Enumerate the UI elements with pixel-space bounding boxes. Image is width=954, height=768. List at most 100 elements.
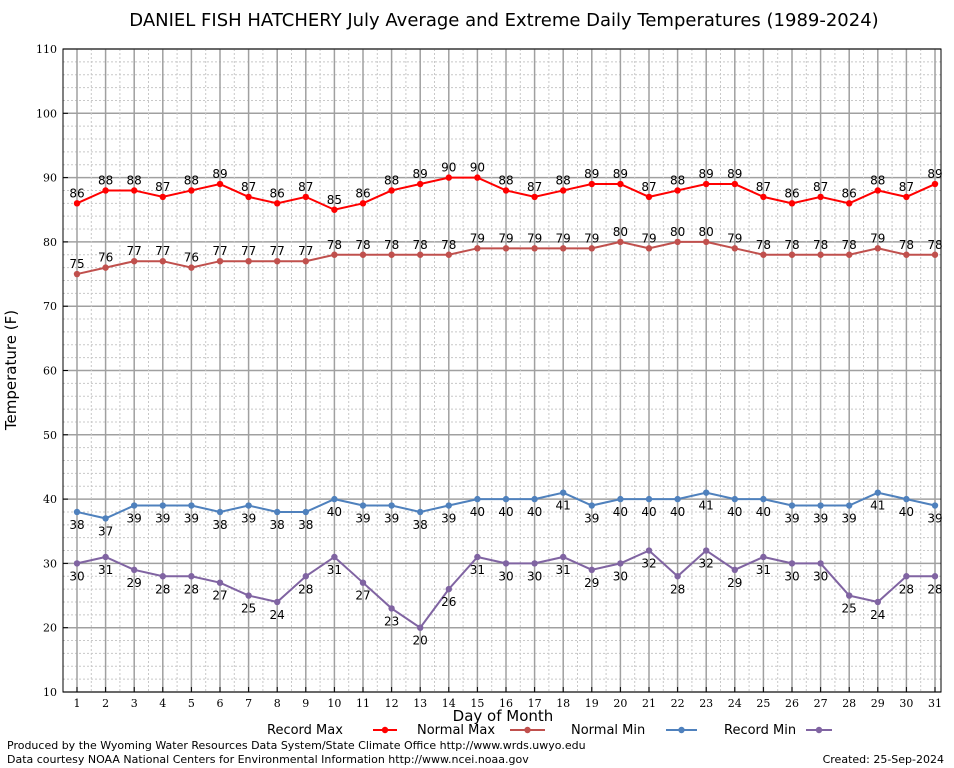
data-label: 40 xyxy=(727,505,742,519)
data-label: 23 xyxy=(384,614,399,628)
data-label: 90 xyxy=(470,161,485,175)
x-tick-label: 27 xyxy=(814,697,828,710)
data-point xyxy=(846,251,853,258)
data-label: 78 xyxy=(756,238,771,252)
data-label: 39 xyxy=(155,512,170,526)
data-label: 38 xyxy=(298,518,313,532)
data-point xyxy=(359,579,367,586)
y-tick-label: 30 xyxy=(43,557,57,570)
x-tick-label: 24 xyxy=(728,697,742,710)
data-point xyxy=(417,251,424,258)
data-point xyxy=(588,566,595,574)
data-point xyxy=(817,193,824,201)
data-point xyxy=(359,251,367,258)
data-label: 86 xyxy=(69,186,84,200)
x-tick-label: 7 xyxy=(245,697,252,710)
data-point xyxy=(131,257,138,265)
data-point xyxy=(502,560,510,567)
data-point xyxy=(903,251,910,258)
data-label: 24 xyxy=(870,608,885,622)
data-label: 77 xyxy=(212,244,227,258)
data-label: 89 xyxy=(699,167,714,181)
legend-item-record-min: Record Min xyxy=(724,723,832,738)
data-label: 80 xyxy=(613,225,628,239)
legend-item-normal-min: Normal Min xyxy=(571,723,697,738)
footer-created-date: Created: 25-Sep-2024 xyxy=(823,753,944,766)
data-point xyxy=(474,553,481,561)
data-label: 78 xyxy=(413,238,428,252)
data-label: 32 xyxy=(641,557,656,571)
data-point xyxy=(502,495,510,503)
data-point xyxy=(159,502,166,509)
x-tick-label: 1 xyxy=(74,697,81,710)
y-tick-label: 60 xyxy=(43,365,57,378)
data-label: 75 xyxy=(69,257,84,271)
data-point xyxy=(674,495,681,503)
x-tick-label: 26 xyxy=(785,697,799,710)
series: 86 88 88 87 88 89 87 86 87 85 86 88 89 90 90 88 87 88 89 89… xyxy=(69,161,942,648)
data-label: 29 xyxy=(584,576,599,590)
data-label: 28 xyxy=(184,582,199,596)
data-point xyxy=(788,560,796,567)
legend-item-record-max: Record Max xyxy=(267,723,397,738)
data-point xyxy=(560,187,567,194)
data-point xyxy=(474,495,481,503)
data-point xyxy=(302,573,309,580)
series-normal-min: 38 37 39 39 39 38 39 38 38 40 39 39 38 39 40 40 40 41 39 40… xyxy=(69,489,943,538)
data-point xyxy=(874,245,881,252)
data-label: 77 xyxy=(155,244,170,258)
data-point xyxy=(617,238,624,246)
data-point xyxy=(645,245,653,252)
x-tick-label: 11 xyxy=(356,697,370,710)
data-label: 78 xyxy=(784,238,799,252)
data-label: 40 xyxy=(327,505,342,519)
data-point xyxy=(131,187,138,194)
data-label: 38 xyxy=(69,518,84,532)
legend-swatch-marker xyxy=(678,726,685,734)
data-point xyxy=(874,489,881,496)
data-label: 77 xyxy=(298,244,313,258)
data-point xyxy=(617,180,624,188)
data-label: 88 xyxy=(384,173,399,187)
data-point xyxy=(245,257,252,265)
data-label: 25 xyxy=(241,602,256,616)
data-label: 39 xyxy=(384,512,399,526)
data-label: 85 xyxy=(327,193,342,207)
x-tick-label: 23 xyxy=(699,697,713,710)
data-label: 40 xyxy=(498,505,513,519)
data-point xyxy=(188,187,195,194)
data-point xyxy=(245,502,252,509)
data-point xyxy=(531,495,538,503)
data-point xyxy=(502,187,510,194)
data-point xyxy=(359,200,367,207)
data-point xyxy=(645,495,653,503)
x-tick-label: 22 xyxy=(671,697,685,710)
data-point xyxy=(302,257,309,265)
data-point xyxy=(188,573,195,580)
data-label: 31 xyxy=(470,563,485,577)
data-point xyxy=(531,193,538,201)
data-point xyxy=(788,502,796,509)
data-point xyxy=(474,174,481,181)
series-normal-max: 75 76 77 77 76 77 77 77 77 78 78 78 78 78 79 79 79 79 79 80… xyxy=(69,225,943,278)
data-label: 88 xyxy=(127,173,142,187)
data-point xyxy=(502,245,510,252)
data-label: 39 xyxy=(441,512,456,526)
data-label: 77 xyxy=(127,244,142,258)
data-point xyxy=(216,508,224,516)
x-tick-label: 15 xyxy=(470,697,484,710)
data-label: 88 xyxy=(670,173,685,187)
data-label: 39 xyxy=(355,512,370,526)
data-point xyxy=(903,573,910,580)
y-tick-label: 40 xyxy=(43,493,57,506)
data-label: 78 xyxy=(927,238,942,252)
data-point xyxy=(102,553,109,561)
x-tick-label: 19 xyxy=(585,697,599,710)
data-point xyxy=(216,579,224,586)
data-point xyxy=(274,508,281,516)
data-label: 88 xyxy=(184,173,199,187)
data-point xyxy=(788,200,796,207)
data-label: 87 xyxy=(756,180,771,194)
data-label: 77 xyxy=(270,244,285,258)
data-point xyxy=(445,585,452,593)
